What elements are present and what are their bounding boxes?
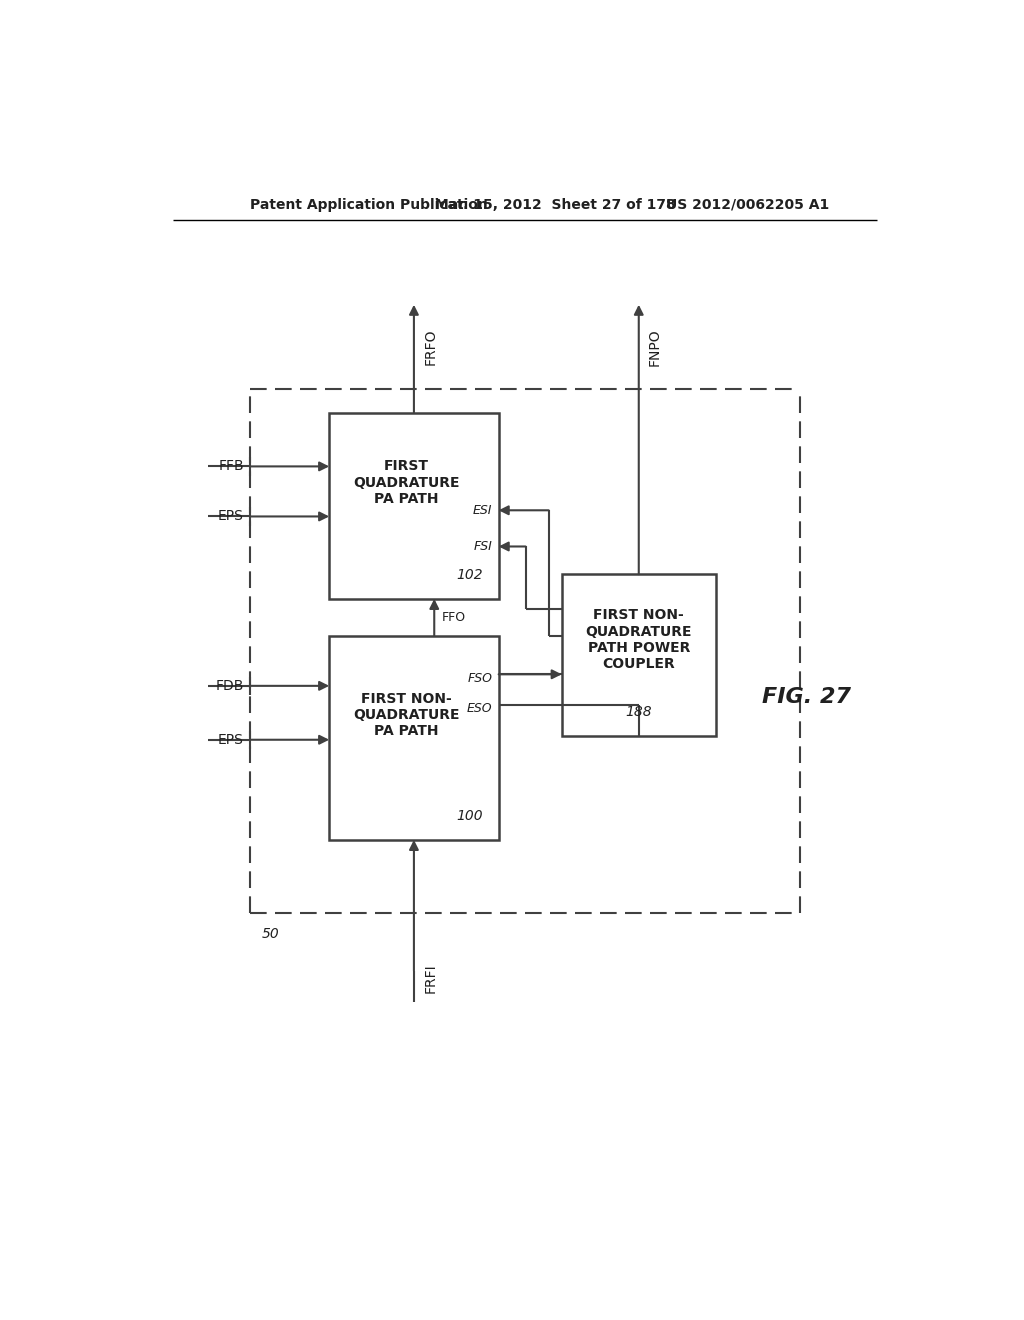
Text: 188: 188 <box>626 705 652 719</box>
Text: Mar. 15, 2012  Sheet 27 of 178: Mar. 15, 2012 Sheet 27 of 178 <box>435 198 676 211</box>
Text: EPS: EPS <box>218 733 244 747</box>
Text: 102: 102 <box>457 568 483 582</box>
Text: 50: 50 <box>261 927 280 941</box>
Text: EPS: EPS <box>218 510 244 524</box>
Text: FIRST
QUADRATURE
PA PATH: FIRST QUADRATURE PA PATH <box>353 459 460 506</box>
Text: FNPO: FNPO <box>648 329 662 366</box>
Bar <box>330 636 499 840</box>
Text: 100: 100 <box>457 809 483 822</box>
Text: FFB: FFB <box>218 459 244 474</box>
Text: US 2012/0062205 A1: US 2012/0062205 A1 <box>666 198 829 211</box>
Text: FSO: FSO <box>468 672 493 685</box>
Text: FRFI: FRFI <box>423 964 437 993</box>
Text: Patent Application Publication: Patent Application Publication <box>250 198 487 211</box>
Bar <box>562 574 716 737</box>
Text: ESI: ESI <box>473 504 493 517</box>
Text: FDB: FDB <box>215 678 244 693</box>
Text: ESO: ESO <box>467 702 493 715</box>
Text: FRFO: FRFO <box>423 329 437 366</box>
Bar <box>330 413 499 599</box>
Text: FFO: FFO <box>442 611 466 624</box>
Text: FIRST NON-
QUADRATURE
PA PATH: FIRST NON- QUADRATURE PA PATH <box>353 692 460 738</box>
Text: FIG. 27: FIG. 27 <box>762 688 851 708</box>
Text: FIRST NON-
QUADRATURE
PATH POWER
COUPLER: FIRST NON- QUADRATURE PATH POWER COUPLER <box>586 609 692 671</box>
Text: FSI: FSI <box>473 540 493 553</box>
